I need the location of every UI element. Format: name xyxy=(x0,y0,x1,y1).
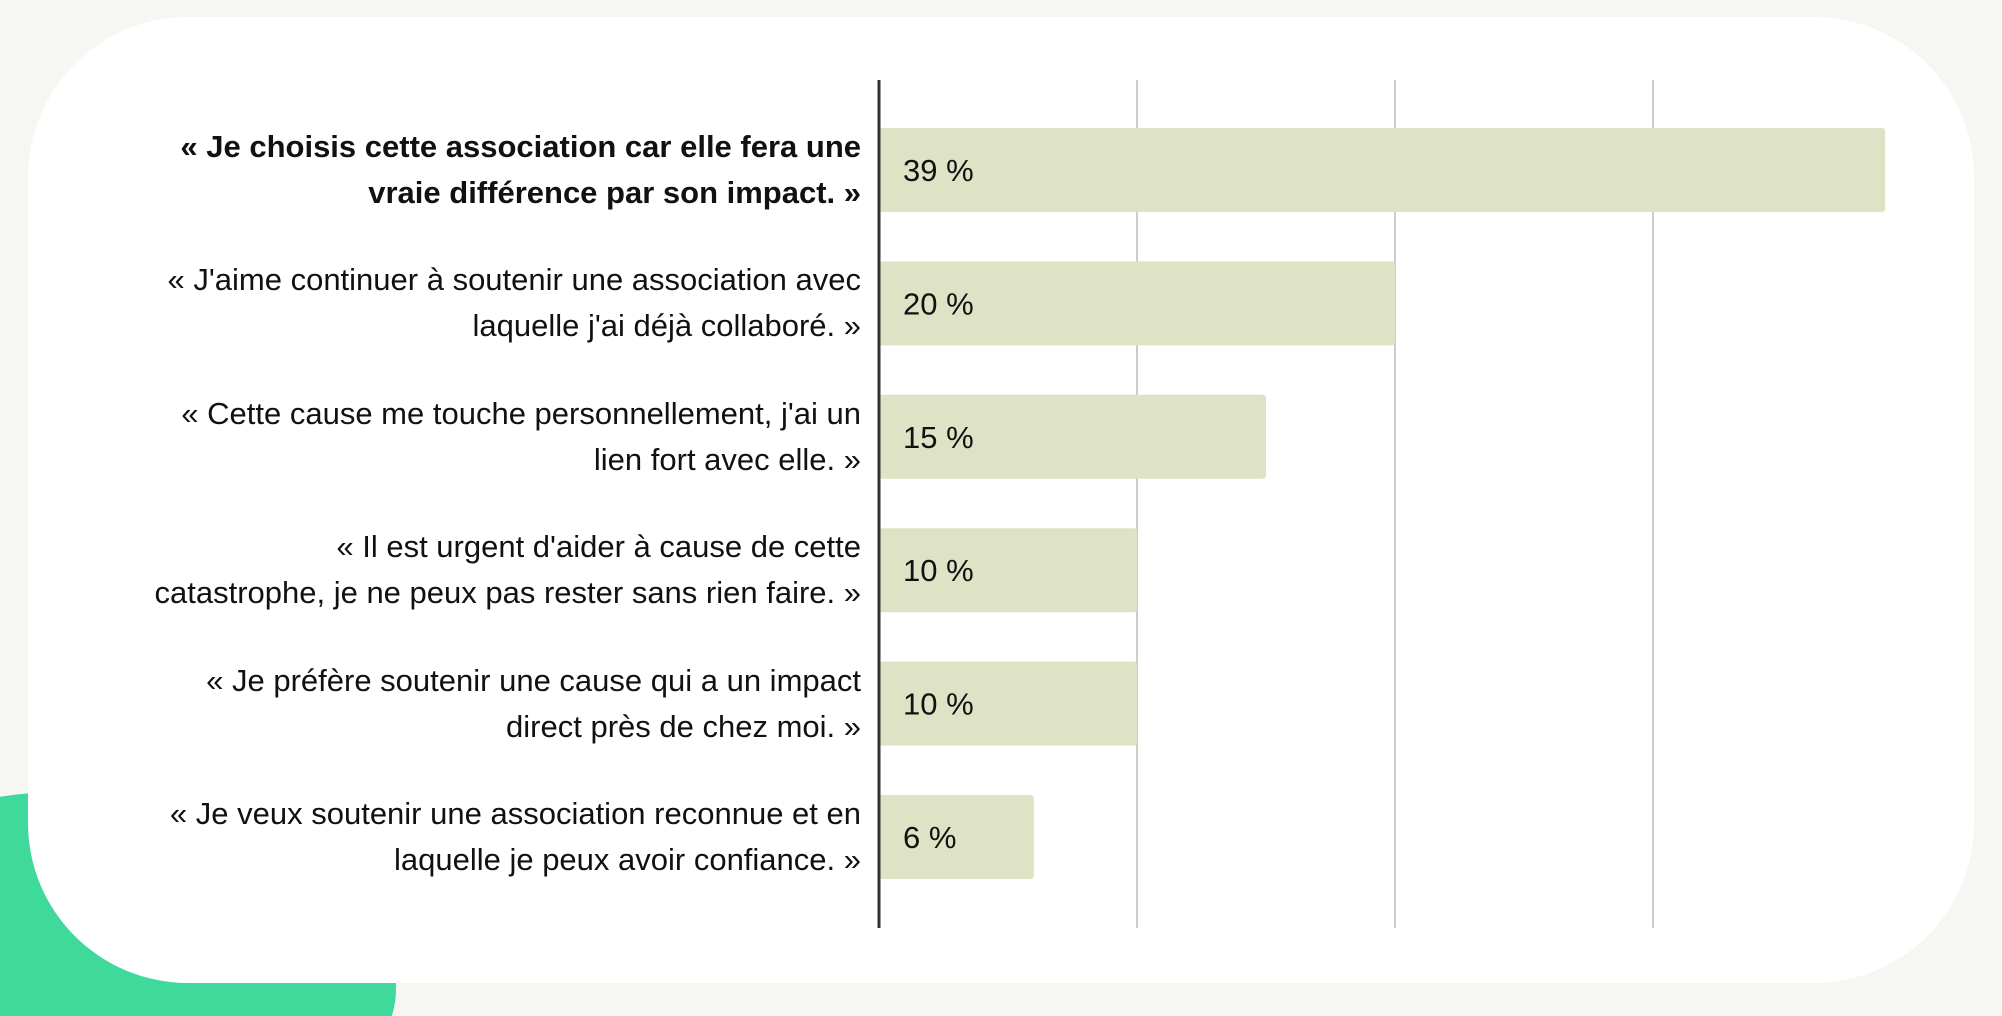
bar-value-label: 20 % xyxy=(903,286,974,321)
category-label: « J'aime continuer à soutenir une associ… xyxy=(41,257,862,349)
bar-value-label: 10 % xyxy=(903,553,974,588)
gridlines xyxy=(1136,80,1654,928)
bar xyxy=(879,394,1266,479)
category-label-line: vraie différence par son impact. » xyxy=(368,175,861,210)
bar xyxy=(879,128,1886,212)
bar-value-label: 10 % xyxy=(903,687,974,722)
category-label-line: « Je préfère soutenir une cause qui a un… xyxy=(206,662,861,698)
category-label-line: « Il est urgent d'aider à cause de cette xyxy=(336,529,861,565)
bar-value-label: 15 % xyxy=(903,420,974,455)
category-label-line: « Je veux soutenir une association recon… xyxy=(169,796,861,831)
category-label-line: laquelle j'ai déjà collaboré. » xyxy=(472,308,861,344)
category-label-line: catastrophe, je ne peux pas rester sans … xyxy=(154,575,861,611)
category-label-line: « Cette cause me touche personnellement,… xyxy=(181,395,861,431)
category-label: « Je préfère soutenir une cause qui a un… xyxy=(41,658,861,750)
category-label: « Il est urgent d'aider à cause de cette… xyxy=(41,524,861,616)
bar xyxy=(879,261,1395,346)
category-label-line: laquelle je peux avoir confiance. » xyxy=(393,842,861,877)
bars: 39 % 20 % 15 % 10 % 10 % 6 % xyxy=(879,128,1886,879)
category-label-line: direct près de chez moi. » xyxy=(506,708,861,744)
category-label-line: lien fort avec elle. » xyxy=(593,441,861,477)
bar xyxy=(879,795,1034,879)
bar-value-label: 39 % xyxy=(903,153,974,188)
category-label-line: « Je choisis cette association car elle … xyxy=(180,129,861,164)
category-label: « Je veux soutenir une association recon… xyxy=(41,791,861,883)
bar-value-label: 6 % xyxy=(903,820,956,855)
bar xyxy=(879,528,1137,613)
category-label-line: « J'aime continuer à soutenir une associ… xyxy=(167,262,862,298)
category-label: « Cette cause me touche personnellement,… xyxy=(41,391,861,483)
bar xyxy=(879,661,1137,746)
category-label: « Je choisis cette association car elle … xyxy=(41,124,861,216)
